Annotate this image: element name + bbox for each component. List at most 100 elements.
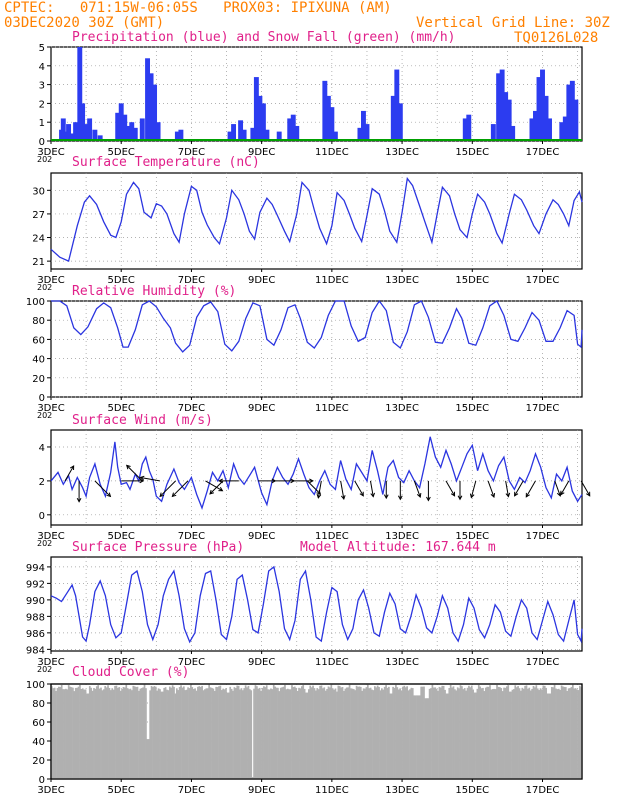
cloud-bar — [160, 691, 163, 779]
cloud-bar — [285, 689, 288, 779]
cloud-bar — [563, 686, 566, 779]
cloud-bar — [93, 687, 95, 779]
cloud-bar — [59, 687, 62, 779]
cloud-bar — [333, 689, 335, 779]
cloud-bar — [421, 686, 424, 779]
cloud-bar — [55, 691, 57, 779]
cloud-bar — [247, 685, 250, 779]
temp-ytick-label: 21 — [32, 257, 45, 268]
cloud-bar — [470, 685, 473, 779]
cloud-bar — [253, 688, 255, 779]
cloud-bar — [396, 687, 399, 779]
pressure-xtick-label: 9DEC — [248, 657, 275, 668]
wind-arrow-head — [416, 493, 422, 499]
temp-ytick-label: 27 — [32, 210, 45, 221]
precip-bar — [499, 69, 505, 141]
precip-bar — [132, 127, 138, 141]
cloud-bar — [372, 690, 375, 779]
cloud-bar — [115, 685, 118, 779]
temp-xtick-label: 5DEC — [108, 275, 135, 286]
precip-xtick-label: 7DEC — [178, 147, 205, 158]
cloud-bar — [424, 698, 427, 779]
cloud-bar — [58, 686, 60, 779]
cloud-bar — [206, 688, 209, 779]
cloud-bar — [574, 688, 577, 779]
cloud-bar — [532, 686, 535, 779]
cloud-bar — [437, 690, 439, 779]
cloud-bar — [376, 685, 379, 779]
precip-bar — [290, 114, 296, 141]
rh-xtick-label: 13DEC — [385, 403, 419, 414]
wind-arrow-head — [69, 465, 75, 471]
cloud-bar — [326, 688, 328, 779]
cloud-bar — [74, 687, 77, 779]
cloud-bar — [449, 685, 452, 779]
precip-bar — [253, 77, 259, 141]
cloud-bar — [389, 693, 392, 779]
cloud-bar — [484, 687, 487, 779]
cloud-bar — [442, 685, 445, 779]
wind-arrow-head — [450, 491, 456, 497]
wind-arrow-head — [560, 490, 565, 496]
cloud-bar — [489, 685, 491, 779]
cloud-bar — [455, 690, 458, 779]
rh-ytick-label: 40 — [32, 355, 45, 366]
cloud-bar — [466, 687, 469, 779]
cloud-bar — [239, 689, 241, 779]
cloud-xtick-label: 11DEC — [315, 785, 349, 796]
cloud-bar — [494, 689, 497, 779]
cloud-bar — [538, 690, 540, 779]
wind-arrow-head — [209, 489, 214, 495]
wind-arrow-head — [514, 491, 519, 497]
cloud-bar — [112, 689, 115, 779]
pressure-panel — [47, 556, 583, 654]
cloud-xtick-label: 15DEC — [455, 785, 489, 796]
cloud-bar — [441, 685, 444, 779]
cloud-bar — [368, 688, 371, 779]
cloud-bar — [270, 688, 272, 779]
cloud-bar — [388, 686, 390, 779]
cloud-bar — [427, 698, 430, 779]
cloud-bar — [243, 688, 246, 779]
cloud-bar — [428, 688, 431, 779]
cloud-bar — [567, 688, 570, 779]
cloud-bar — [385, 685, 387, 779]
cloud-bar — [548, 693, 550, 779]
precip-bar — [529, 118, 535, 141]
cloud-bar — [223, 689, 226, 779]
cloud-bar — [122, 686, 125, 779]
cloud-bar — [152, 687, 154, 779]
cloud-bar — [451, 687, 453, 779]
cloud-bar — [312, 685, 314, 779]
cloud-bar — [491, 689, 494, 779]
cloud-bar — [264, 687, 267, 779]
wind-arrow — [445, 480, 455, 497]
cloud-bar — [173, 686, 175, 779]
cloud-bar — [364, 688, 366, 779]
cloud-bar — [271, 689, 274, 779]
wind-ytick-label: 2 — [39, 477, 45, 488]
temp-series — [50, 176, 583, 263]
cloud-bar — [413, 695, 416, 779]
precip-year-stub: 202 — [37, 155, 52, 164]
cloud-xtick-label: 17DEC — [526, 785, 560, 796]
cloud-bar — [147, 739, 150, 779]
cloud-bar — [95, 686, 98, 779]
cloud-bar — [274, 686, 276, 779]
wind-xtick-label: 5DEC — [108, 531, 135, 542]
cloud-bar — [307, 689, 310, 779]
cloud-bar — [277, 687, 279, 779]
cloud-bar — [229, 686, 232, 779]
wind-arrow-head — [490, 493, 496, 499]
rh-ytick-label: 20 — [32, 374, 45, 385]
cloud-bar — [150, 686, 153, 779]
cloud-bar — [580, 687, 583, 779]
wind-xtick-label: 17DEC — [526, 531, 560, 542]
wind-arrow — [470, 480, 477, 498]
cloud-xtick-label: 3DEC — [37, 785, 64, 796]
cloud-bar — [119, 690, 122, 779]
cloud-bar — [208, 684, 210, 779]
cloud-xtick-label: 7DEC — [178, 785, 205, 796]
wind-arrow-head — [106, 492, 112, 498]
cloud-bar — [322, 688, 324, 779]
